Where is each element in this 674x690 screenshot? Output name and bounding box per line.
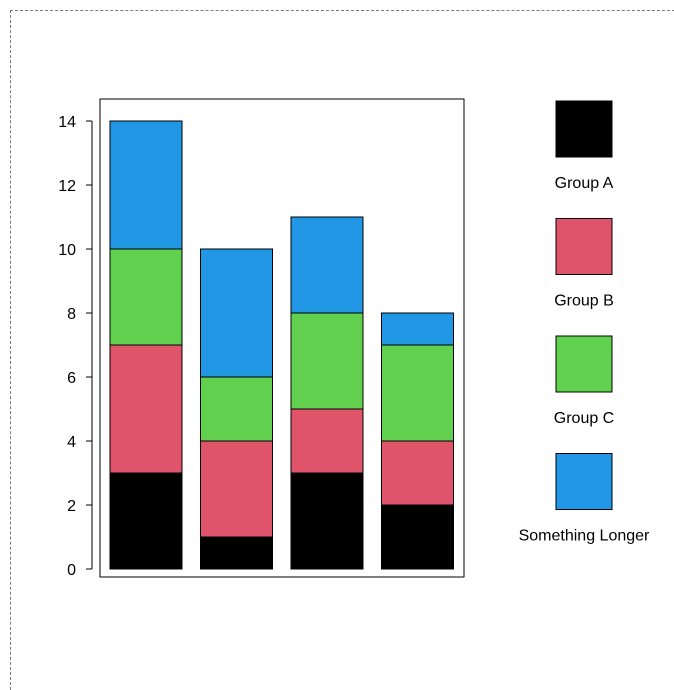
bar-segment — [290, 408, 364, 474]
legend-item: Group B — [554, 218, 614, 310]
bar-segment — [381, 312, 454, 346]
bar-segment — [381, 504, 454, 570]
legend-label: Group A — [555, 175, 614, 192]
bar-segment — [290, 312, 364, 410]
bar-segment — [200, 376, 273, 442]
bar-segment — [109, 120, 183, 250]
legend-label: Group B — [554, 293, 614, 310]
bar-segment — [200, 440, 273, 538]
bar-segment — [381, 344, 454, 442]
y-axis: 0 2 4 6 8 10 12 14 — [58, 114, 93, 579]
plot-area — [99, 98, 465, 578]
bar-group — [109, 120, 454, 570]
y-tick-label: 10 — [58, 242, 76, 259]
legend-label: Group C — [554, 410, 614, 427]
bar-segment — [200, 536, 273, 570]
bar-segment — [381, 440, 454, 506]
legend-item: Something Longer — [519, 453, 650, 545]
bar-segment — [200, 248, 273, 378]
legend-swatch — [555, 100, 613, 158]
y-tick-label: 2 — [67, 498, 76, 515]
bar-segment — [109, 248, 183, 346]
y-tick-label: 8 — [67, 306, 76, 323]
legend-swatch — [555, 335, 613, 393]
legend-item: Group C — [554, 335, 614, 427]
y-tick-label: 12 — [58, 178, 76, 195]
bar-segment — [109, 344, 183, 474]
chart-frame — [10, 10, 674, 690]
legend-label: Something Longer — [519, 528, 650, 545]
legend-swatch — [555, 453, 613, 510]
y-tick-label: 4 — [67, 434, 76, 451]
legend-item: Group A — [555, 100, 614, 192]
y-tick-label: 0 — [67, 562, 76, 579]
bar-segment — [290, 472, 364, 570]
bar-segment — [290, 216, 364, 314]
legend-swatch — [555, 218, 613, 275]
legend: Group A Group B Group C Something Longer — [519, 100, 650, 545]
bar-segment — [109, 472, 183, 570]
y-tick-label: 6 — [67, 370, 76, 387]
y-tick-label: 14 — [58, 114, 76, 131]
plot-border — [99, 98, 465, 578]
